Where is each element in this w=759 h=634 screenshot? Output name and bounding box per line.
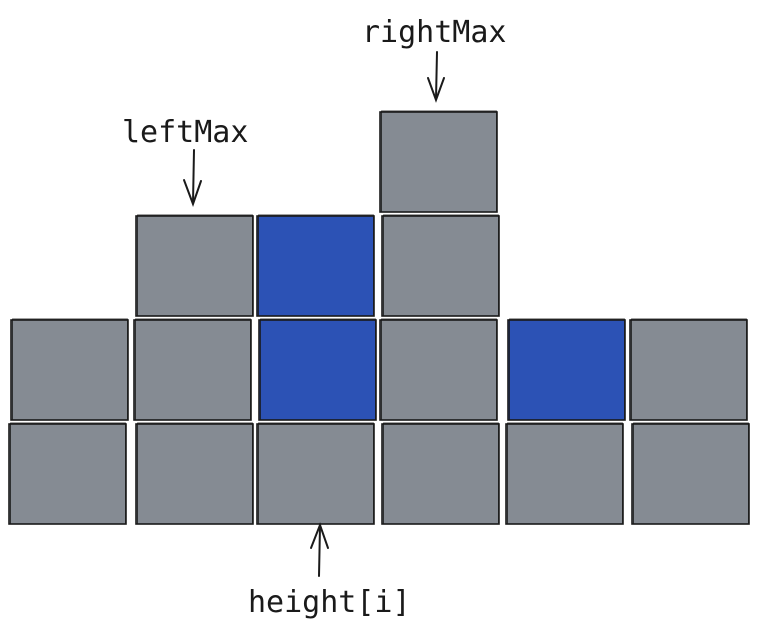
- block-sketch-outline: [258, 422, 374, 525]
- left-max-label: leftMax: [122, 115, 248, 150]
- height-i-arrow-icon: [310, 522, 329, 577]
- block-sketch-outline: [260, 318, 376, 421]
- left-max-arrow-icon: [183, 149, 202, 207]
- block-sketch-outline: [10, 422, 126, 525]
- bar-block: [629, 319, 748, 421]
- bar-block: [381, 215, 500, 317]
- block-sketch-outline: [12, 318, 128, 421]
- bar-block: [256, 423, 375, 525]
- bar-block: [135, 215, 254, 317]
- bar-block: [381, 423, 500, 525]
- block-sketch-outline: [383, 422, 499, 525]
- bar-block: [631, 423, 750, 525]
- bar-block: [505, 423, 624, 525]
- height-i-label: height[i]: [248, 585, 411, 620]
- block-sketch-outline: [137, 422, 253, 525]
- block-sketch-outline: [383, 214, 499, 317]
- bar-block: [135, 423, 254, 525]
- block-sketch-outline: [258, 214, 374, 317]
- block-sketch-outline: [633, 422, 749, 525]
- block-sketch-outline: [507, 422, 623, 525]
- bar-block: [379, 319, 498, 421]
- bar-block: [379, 111, 498, 213]
- block-sketch-outline: [381, 318, 497, 421]
- bar-block: [8, 423, 127, 525]
- bar-block: [10, 319, 129, 421]
- block-sketch-outline: [135, 318, 251, 421]
- right-max-arrow-icon: [427, 51, 445, 103]
- block-sketch-outline: [137, 214, 253, 317]
- block-sketch-outline: [509, 318, 625, 421]
- water-block: [256, 215, 375, 317]
- water-block: [507, 319, 626, 421]
- right-max-label: rightMax: [362, 15, 507, 50]
- water-block: [258, 319, 377, 421]
- block-grid: [8, 110, 750, 525]
- bar-block: [133, 319, 252, 421]
- block-sketch-outline: [381, 110, 497, 213]
- block-sketch-outline: [631, 318, 747, 421]
